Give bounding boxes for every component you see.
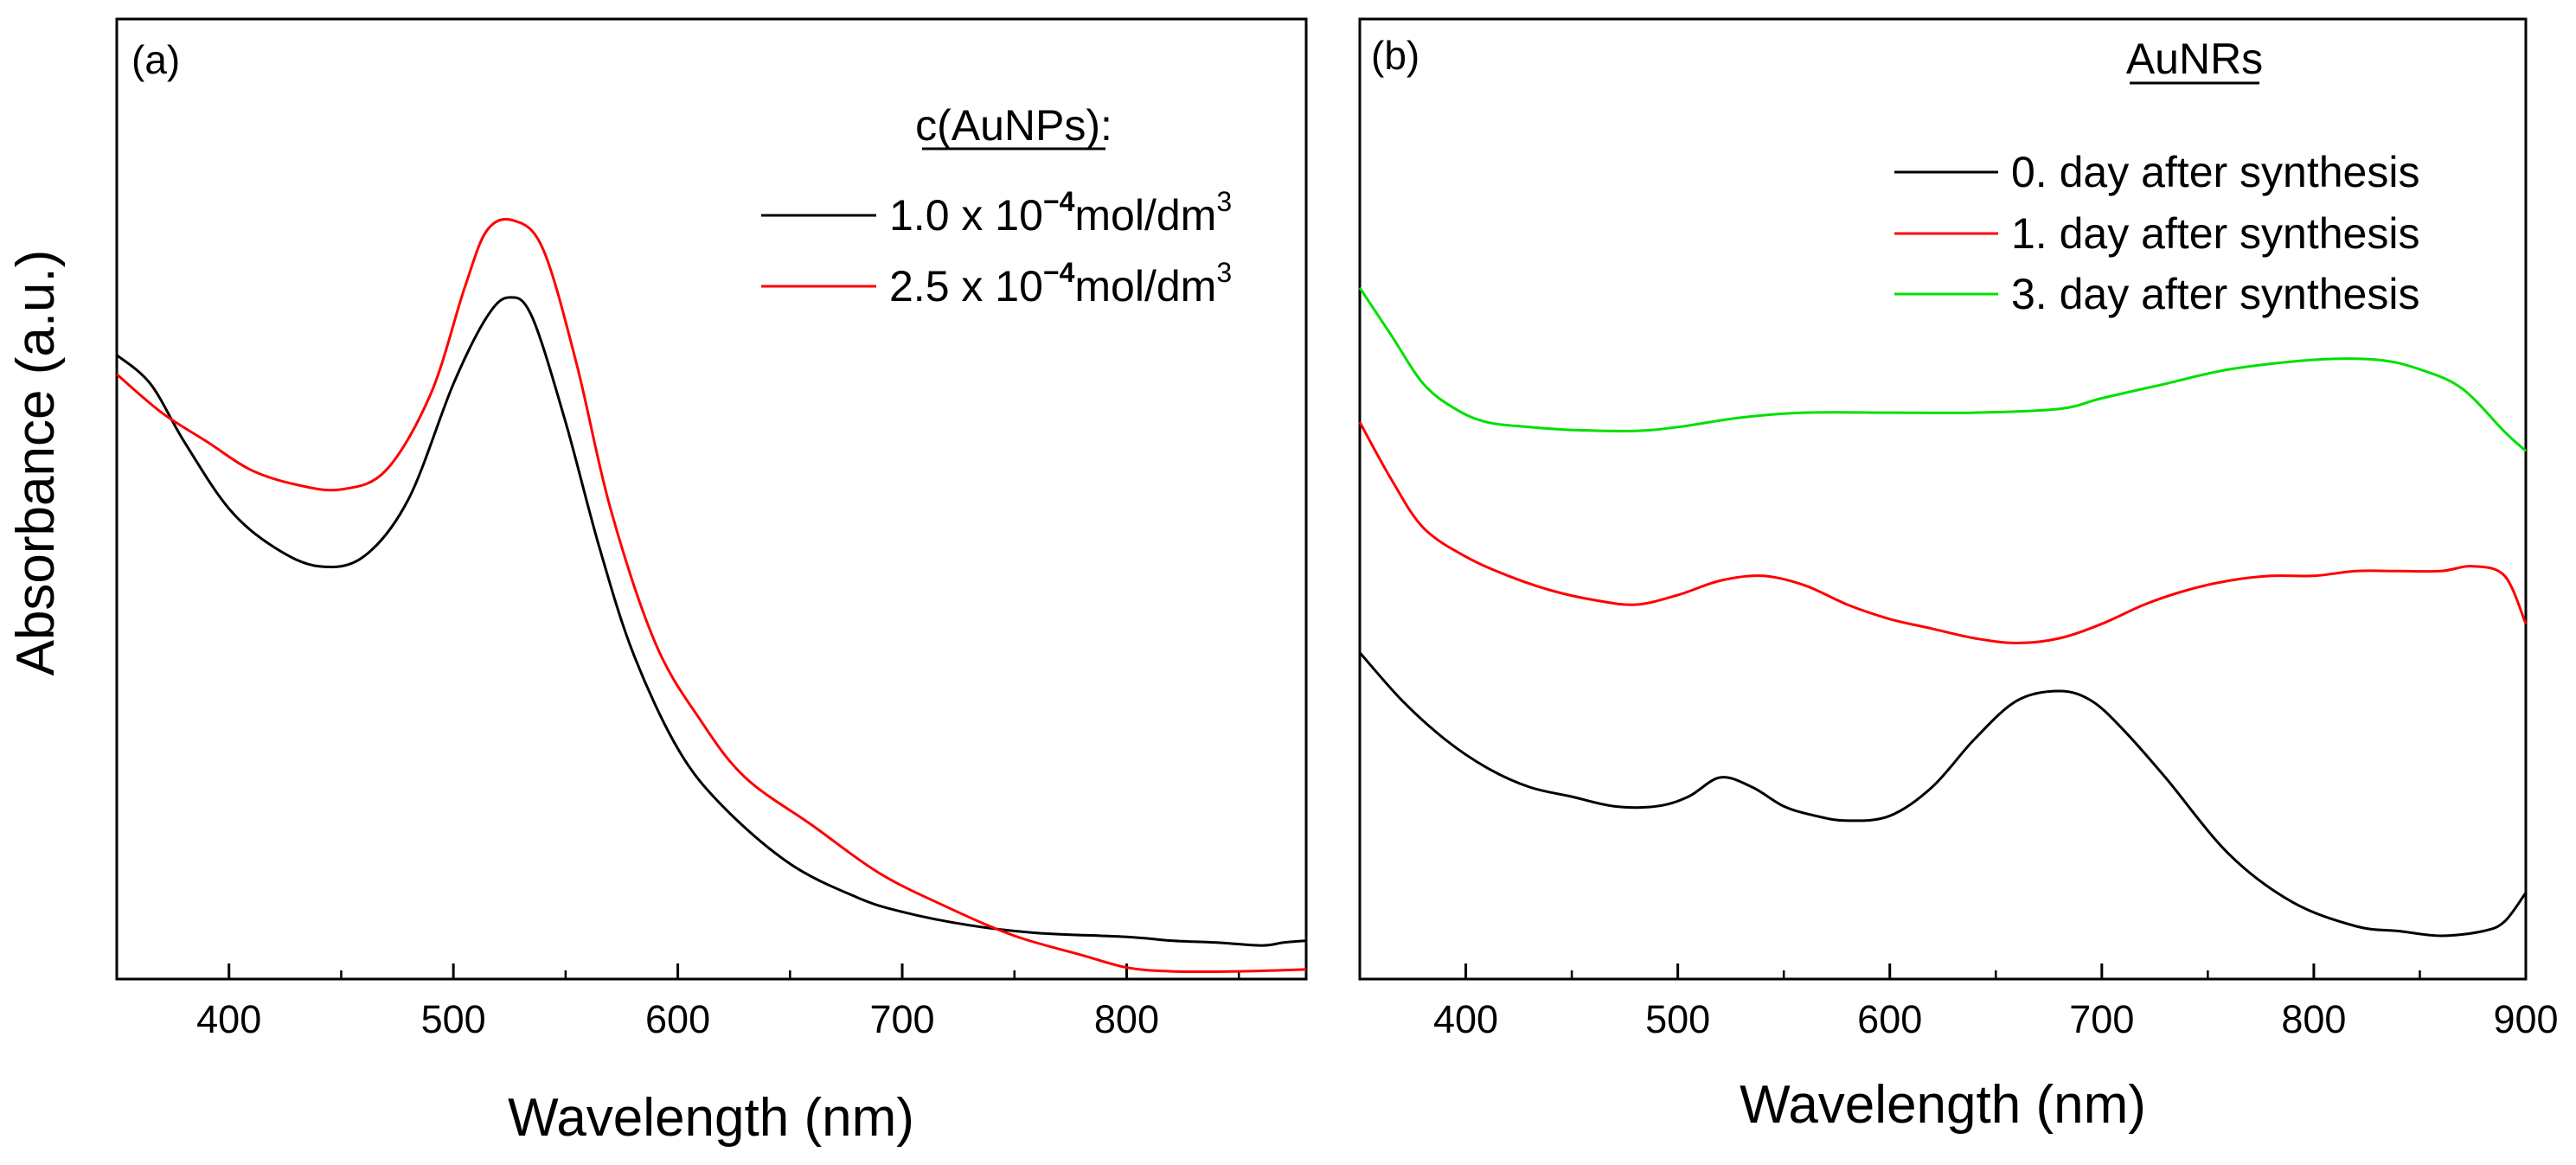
panel-a-series xyxy=(116,217,1307,974)
panel-b-legend-label-0: 0. day after synthesis xyxy=(2011,148,2419,196)
panel-a-legend-0-exponent: −4 xyxy=(1043,186,1075,217)
panel-b-legend-label-1: 1. day after synthesis xyxy=(2011,209,2419,258)
panel-b-x-tick-label-700: 700 xyxy=(2069,997,2134,1041)
panel-b-x-tick-label-900: 900 xyxy=(2493,997,2558,1041)
panel-b-x-ticks: 400 500 600 700 800 900 xyxy=(1358,963,2559,1041)
panel-b-legend-title: AuNRs xyxy=(2126,35,2263,83)
panel-a-x-tick-label-800: 800 xyxy=(1094,997,1159,1041)
panel-a-x-ticks: 400 500 600 700 800 xyxy=(115,963,1240,1041)
panel-a-x-tick-label-700: 700 xyxy=(869,997,934,1041)
panel-b-legend-label-2: 3. day after synthesis xyxy=(2011,270,2419,318)
panel-b-series-line-2 xyxy=(1358,286,2528,452)
panel-b-series-line-1 xyxy=(1358,421,2528,644)
panel-a-legend-label-1: 2.5 x 10−4mol/dm3 xyxy=(889,257,1232,310)
panel-b: 400 500 600 700 800 900 (b) Wavelength (nm) A… xyxy=(1358,17,2559,1135)
panel-a-series-line-0 xyxy=(116,296,1307,947)
panel-a-series-line-1 xyxy=(116,217,1307,974)
panel-b-x-tick-label-500: 500 xyxy=(1645,997,1710,1041)
panel-a-legend-1-unit: mol/dm xyxy=(1074,262,1216,310)
panel-b-series xyxy=(1358,286,2528,938)
panel-a-legend-0-unit-exp: 3 xyxy=(1216,186,1232,217)
panel-a: 400 500 600 700 800 (a) Wavelength (nm) c(Au… xyxy=(115,17,1308,1148)
panel-a-legend-0-unit: mol/dm xyxy=(1074,191,1216,240)
panel-a-frame xyxy=(115,17,1308,981)
panel-b-x-tick-label-600: 600 xyxy=(1857,997,1922,1041)
panel-a-legend-1-unit-exp: 3 xyxy=(1216,257,1232,288)
panel-a-x-tick-label-500: 500 xyxy=(421,997,486,1041)
panel-b-legend: AuNRs 0. day after synthesis 1. day afte… xyxy=(1894,35,2419,318)
panel-a-legend-0-prefix: 1.0 x 10 xyxy=(889,191,1043,240)
panel-b-series-line-0 xyxy=(1358,651,2528,938)
panel-a-legend-title: c(AuNPs): xyxy=(915,101,1112,150)
panel-a-x-axis-label: Wavelength (nm) xyxy=(508,1088,914,1148)
panel-b-label: (b) xyxy=(1371,33,1419,78)
panel-b-x-tick-label-800: 800 xyxy=(2281,997,2346,1041)
panel-a-legend: c(AuNPs): 1.0 x 10−4mol/dm3 2.5 x 10−4mo… xyxy=(761,101,1232,310)
panel-a-x-tick-label-400: 400 xyxy=(196,997,261,1041)
panel-a-legend-label-0: 1.0 x 10−4mol/dm3 xyxy=(889,186,1232,240)
panel-a-x-tick-label-600: 600 xyxy=(645,997,710,1041)
panel-b-x-tick-label-400: 400 xyxy=(1433,997,1498,1041)
y-axis-label: Absorbance (a.u.) xyxy=(6,250,66,676)
panel-b-x-axis-label: Wavelength (nm) xyxy=(1740,1075,2146,1135)
panel-a-label: (a) xyxy=(131,37,180,82)
panel-b-frame xyxy=(1358,17,2528,981)
panel-a-legend-1-exponent: −4 xyxy=(1043,257,1075,288)
panel-a-legend-1-prefix: 2.5 x 10 xyxy=(889,262,1043,310)
